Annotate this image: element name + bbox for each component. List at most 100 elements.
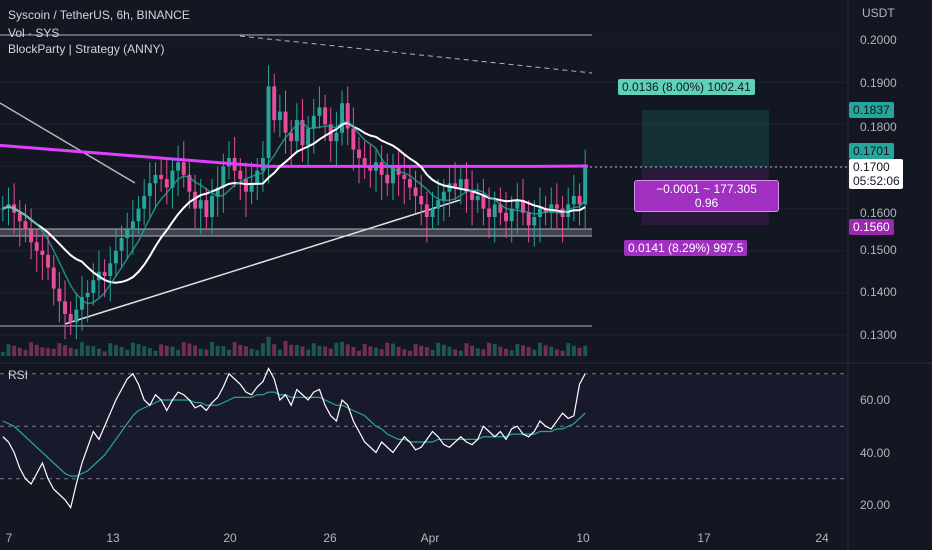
volume-bar <box>277 349 282 356</box>
candle-body <box>300 120 305 146</box>
candle-body <box>487 208 492 217</box>
volume-bar <box>560 350 565 356</box>
candle-body <box>458 179 463 188</box>
candle-body <box>17 212 22 222</box>
candle-body <box>317 107 322 116</box>
candle-body <box>193 191 198 209</box>
candle-body <box>164 179 169 188</box>
volume-bar <box>362 343 367 356</box>
descending-trend-line <box>0 102 136 184</box>
volume-bar <box>357 350 361 356</box>
volume-bar <box>96 348 101 356</box>
candle-body <box>260 158 265 171</box>
volume-bar <box>334 342 339 356</box>
candle-body <box>390 166 395 184</box>
volume-bar <box>396 346 401 356</box>
volume-bars <box>0 336 588 356</box>
volume-bar <box>221 346 226 356</box>
candle-body <box>187 174 192 192</box>
strategy-legend: BlockParty | Strategy (ANNY) <box>8 42 165 56</box>
indicator-lines <box>0 121 589 305</box>
candle-series <box>0 65 588 340</box>
candle-body <box>40 250 45 255</box>
candle-body <box>91 280 96 293</box>
high-price-tag: 0.1837 <box>849 102 894 118</box>
chart-drawings <box>0 34 848 480</box>
volume-bar <box>577 347 582 356</box>
volume-bar <box>130 342 135 356</box>
ema-price-tag: 0.1701 <box>849 143 894 159</box>
volume-bar <box>566 343 571 356</box>
volume-bar <box>74 349 79 356</box>
volume-bar <box>504 348 508 356</box>
position-center-line1: −0.0001 ~ 177.305 <box>656 182 757 196</box>
x-tick: 20 <box>223 531 237 545</box>
support-zone <box>0 229 592 236</box>
volume-bar <box>91 346 96 356</box>
candle-body <box>334 132 339 142</box>
candle-body <box>413 187 418 196</box>
volume-bar <box>243 346 248 356</box>
candle-body <box>68 313 73 323</box>
target-label[interactable]: 0.0136 (8.00%) 1002.41 <box>618 79 755 95</box>
volume-bar <box>402 349 407 356</box>
volume-bar <box>526 347 531 356</box>
volume-bar <box>289 344 294 356</box>
y-tick: 0.1900 <box>860 76 897 90</box>
volume-bar <box>481 349 486 356</box>
volume-bar <box>407 350 412 356</box>
volume-bar <box>487 342 492 356</box>
volume-bar <box>153 350 158 356</box>
candle-body <box>29 229 34 243</box>
candle-body <box>147 183 152 196</box>
volume-bar <box>424 347 429 356</box>
position-center-line2: 0.96 <box>694 196 719 210</box>
volume-bar <box>430 349 435 356</box>
volume-bar <box>181 342 186 356</box>
candle-body <box>119 238 124 251</box>
volume-bar <box>159 344 164 356</box>
candle-body <box>51 267 56 289</box>
volume-bar <box>549 346 554 356</box>
volume-bar <box>323 346 328 356</box>
volume-bar <box>300 346 305 356</box>
stop-label[interactable]: 0.0141 (8.29%) 997.5 <box>624 240 748 256</box>
rsi-pane <box>2 367 586 510</box>
dashed-trend-line <box>239 35 593 74</box>
candle-body <box>311 115 316 129</box>
volume-bar <box>583 345 588 356</box>
candle-body <box>498 204 503 213</box>
volume-bar <box>193 345 198 356</box>
volume-legend: Vol · SYS <box>8 26 60 40</box>
position-center-box[interactable]: −0.0001 ~ 177.305 0.96 <box>634 180 779 212</box>
volume-bar <box>23 349 28 356</box>
volume-bar <box>509 350 514 356</box>
target-zone <box>642 110 769 167</box>
volume-bar <box>390 343 395 356</box>
rsi-tick: 20.00 <box>860 498 891 512</box>
volume-bar <box>464 343 469 356</box>
candle-body <box>306 128 311 146</box>
volume-bar <box>340 341 345 356</box>
countdown: 05:52:06 <box>853 174 900 188</box>
candle-body <box>23 221 28 230</box>
candle-body <box>159 174 164 180</box>
candle-body <box>102 271 107 276</box>
candle-body <box>170 170 175 188</box>
volume-bar <box>345 344 350 356</box>
chart-title: Syscoin / TetherUS, 6h, BINANCE <box>8 8 190 22</box>
candle-body <box>340 103 345 133</box>
volume-bar <box>543 345 548 356</box>
volume-bar <box>272 344 277 356</box>
candle-body <box>453 183 458 188</box>
volume-bar <box>306 349 311 356</box>
rsi-line <box>2 367 586 510</box>
candle-body <box>272 86 277 121</box>
candle-body <box>215 187 220 196</box>
volume-bar <box>554 349 559 356</box>
volume-bar <box>368 346 373 356</box>
volume-bar <box>260 343 265 356</box>
volume-bar <box>537 342 542 356</box>
